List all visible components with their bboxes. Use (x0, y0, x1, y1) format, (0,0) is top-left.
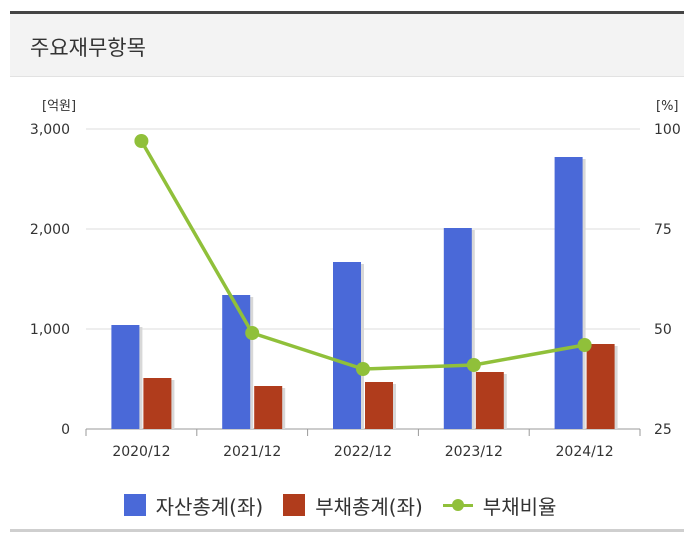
x-tick-label: 2022/12 (334, 444, 392, 460)
y-right-unit: [%] (656, 99, 679, 114)
legend-item-assets[interactable]: 자산총계(좌) (123, 491, 264, 520)
legend-label-assets: 자산총계(좌) (155, 494, 264, 519)
top-border (10, 11, 684, 14)
y-left-tick-label: 1,000 (30, 322, 70, 338)
legend-item-ratio[interactable]: 부채비율 (442, 491, 557, 520)
legend-label-liabilities: 부채총계(좌) (315, 494, 423, 519)
ratio-point (577, 338, 592, 352)
bar-liabilities (475, 372, 504, 429)
bar-liabilities (254, 386, 283, 429)
x-tick-label: 2021/12 (223, 444, 281, 460)
financial-chart: 0 25 1,000 50 2,000 75 3,000 100 [억원] [%] 2020/12 2… (30, 99, 681, 460)
x-tick-label: 2024/12 (556, 444, 614, 460)
ratio-point (245, 326, 260, 340)
page-title: 주요재무항목 (30, 36, 146, 60)
legend-swatch-assets (123, 494, 146, 516)
bar-assets (111, 325, 140, 429)
x-tick-label: 2020/12 (112, 444, 170, 460)
ratio-point (134, 134, 149, 148)
section-header: 주요재무항목 (10, 14, 684, 77)
y-right-tick-label: 50 (654, 322, 672, 338)
x-tick-label: 2023/12 (445, 444, 503, 460)
bars (111, 157, 618, 429)
y-right-tick-label: 25 (654, 422, 672, 438)
legend-label-ratio: 부채비율 (482, 494, 557, 519)
y-right-tick-label: 100 (654, 122, 681, 138)
ratio-point (356, 362, 370, 376)
bottom-border (10, 529, 684, 532)
ratio-line (134, 134, 592, 376)
bar-assets (222, 295, 251, 429)
bar-liabilities (143, 378, 172, 429)
y-left-tick-label: 0 (61, 422, 70, 438)
bar-assets (554, 157, 583, 429)
y-left-tick-label: 2,000 (30, 222, 70, 238)
bar-liabilities (586, 344, 615, 429)
legend-swatch-liabilities (283, 494, 306, 516)
legend-line-marker-ratio (442, 495, 473, 515)
y-left-unit: [억원] (42, 99, 76, 114)
gridlines (86, 128, 640, 430)
bar-liabilities (365, 382, 393, 429)
axes: 0 25 1,000 50 2,000 75 3,000 100 [억원] [%] 2020/12 2… (30, 99, 681, 460)
y-right-tick-label: 75 (654, 222, 672, 238)
y-left-tick-label: 3,000 (30, 122, 70, 138)
ratio-point (466, 358, 481, 372)
bar-assets (443, 228, 472, 429)
legend: 자산총계(좌) 부채총계(좌) 부채비율 (0, 488, 684, 522)
bar-assets (333, 262, 361, 429)
legend-item-liabilities[interactable]: 부채총계(좌) (283, 491, 423, 520)
